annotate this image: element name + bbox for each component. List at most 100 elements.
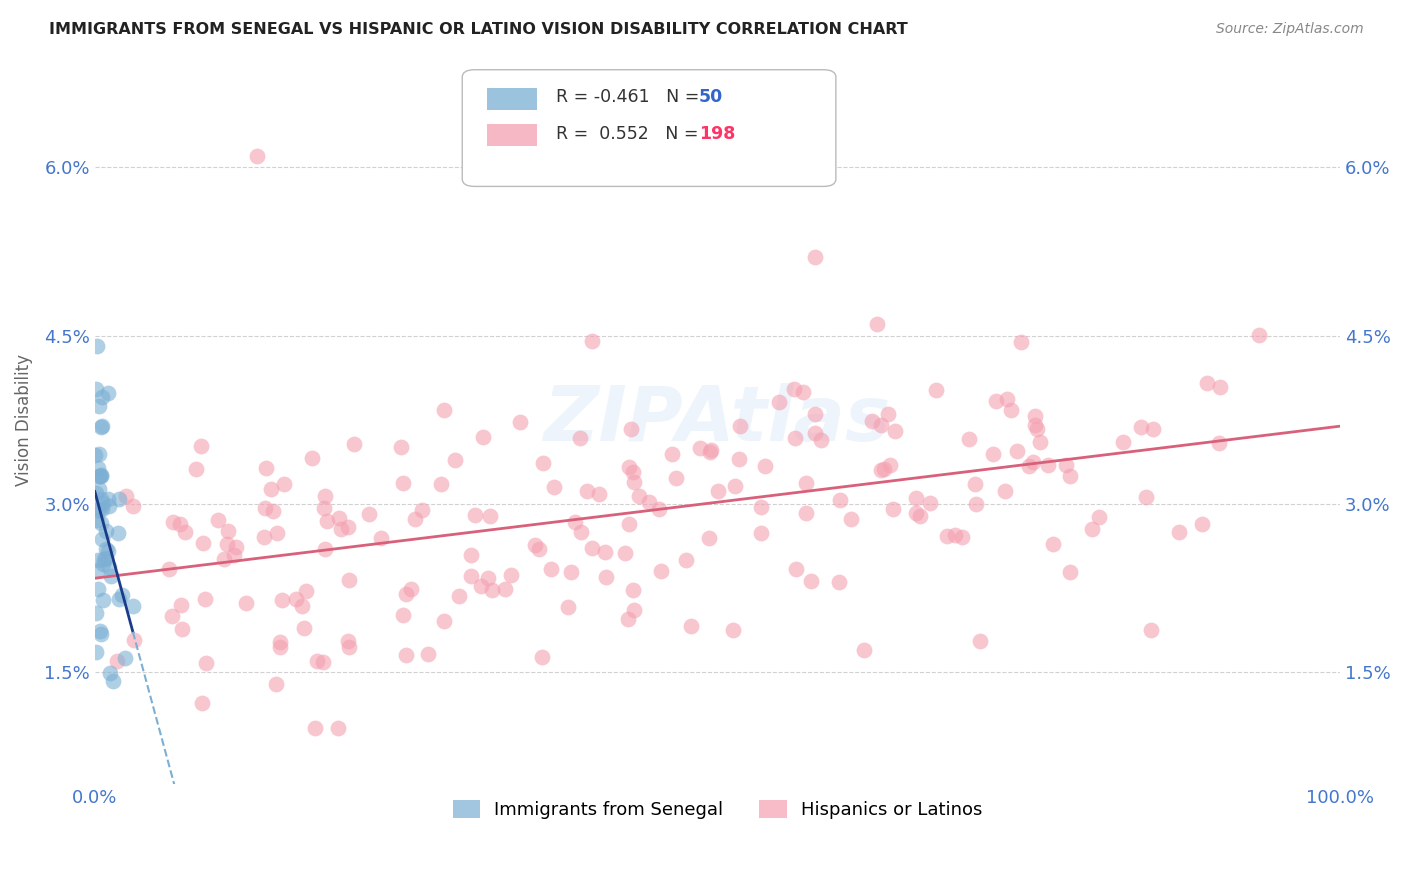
Point (93, 551, 115, 566)
Point (728, 418, 751, 433)
Point (266, 526, 288, 541)
Point (90, 491, 112, 506)
Point (254, 461, 277, 475)
Point (749, 525, 772, 540)
Point (285, 591, 308, 606)
Point (316, 514, 339, 528)
Point (569, 524, 592, 539)
Point (107, 492, 129, 507)
Point (860, 414, 883, 428)
Point (1054, 458, 1077, 472)
Point (90, 516, 112, 530)
Point (96, 541, 118, 556)
Point (627, 489, 650, 503)
Point (1129, 420, 1152, 434)
Point (617, 460, 640, 475)
Point (235, 595, 257, 609)
Point (1142, 422, 1164, 436)
Point (270, 592, 292, 607)
Point (389, 440, 412, 454)
Point (839, 511, 862, 525)
Point (194, 592, 217, 607)
Legend: Immigrants from Senegal, Hispanics or Latinos: Immigrants from Senegal, Hispanics or La… (446, 793, 990, 827)
Point (89, 482, 111, 496)
Point (394, 587, 416, 601)
Point (969, 634, 991, 648)
Point (723, 624, 745, 638)
Point (1135, 490, 1157, 504)
Point (981, 447, 1004, 461)
Point (101, 673, 124, 688)
Point (700, 442, 723, 457)
Point (1249, 328, 1271, 343)
Point (724, 479, 747, 493)
Point (91, 592, 114, 607)
Point (1168, 525, 1191, 540)
Point (86, 339, 108, 353)
Point (433, 615, 456, 629)
Point (494, 582, 516, 596)
Point (337, 573, 360, 587)
Point (110, 588, 132, 602)
Point (90, 533, 112, 547)
Point (1059, 468, 1081, 483)
Point (576, 483, 599, 498)
Point (1081, 522, 1104, 536)
Point (595, 570, 617, 584)
Point (581, 334, 603, 348)
Point (159, 561, 181, 575)
Point (523, 538, 546, 552)
Text: 50: 50 (699, 88, 723, 106)
Point (1088, 510, 1111, 524)
Point (86, 512, 108, 526)
Point (160, 608, 183, 623)
Point (447, 589, 470, 603)
FancyBboxPatch shape (486, 88, 537, 110)
Point (768, 395, 790, 409)
Point (304, 722, 326, 736)
Point (84, 382, 107, 396)
Point (621, 465, 644, 479)
Point (336, 520, 359, 534)
Point (943, 527, 966, 541)
Point (246, 149, 269, 163)
Point (1059, 566, 1081, 580)
Point (91, 496, 114, 510)
Point (89, 503, 111, 517)
Point (828, 574, 851, 589)
Point (98, 499, 121, 513)
Point (392, 475, 415, 490)
Point (1036, 458, 1059, 472)
Point (91, 557, 114, 571)
Point (100, 569, 122, 583)
Point (557, 600, 579, 615)
Point (593, 545, 616, 559)
Point (1042, 537, 1064, 551)
Point (86, 503, 108, 517)
Point (443, 453, 465, 467)
Point (1022, 455, 1045, 469)
Text: Source: ZipAtlas.com: Source: ZipAtlas.com (1216, 22, 1364, 37)
Point (91, 419, 114, 434)
Point (122, 633, 145, 648)
Y-axis label: Vision Disability: Vision Disability (15, 354, 32, 486)
Point (191, 697, 214, 711)
Point (873, 461, 896, 475)
Point (471, 430, 494, 444)
Point (804, 425, 827, 440)
Text: 198: 198 (699, 125, 735, 143)
Point (269, 640, 291, 654)
Point (1024, 409, 1046, 423)
Point (728, 452, 751, 467)
Point (260, 482, 283, 496)
Point (1018, 458, 1040, 473)
Point (97, 386, 120, 401)
Point (107, 592, 129, 607)
Point (904, 507, 927, 521)
Point (395, 648, 418, 663)
Point (995, 392, 1018, 407)
Point (269, 635, 291, 649)
Point (314, 541, 336, 556)
Point (90, 626, 112, 640)
Point (560, 565, 582, 579)
